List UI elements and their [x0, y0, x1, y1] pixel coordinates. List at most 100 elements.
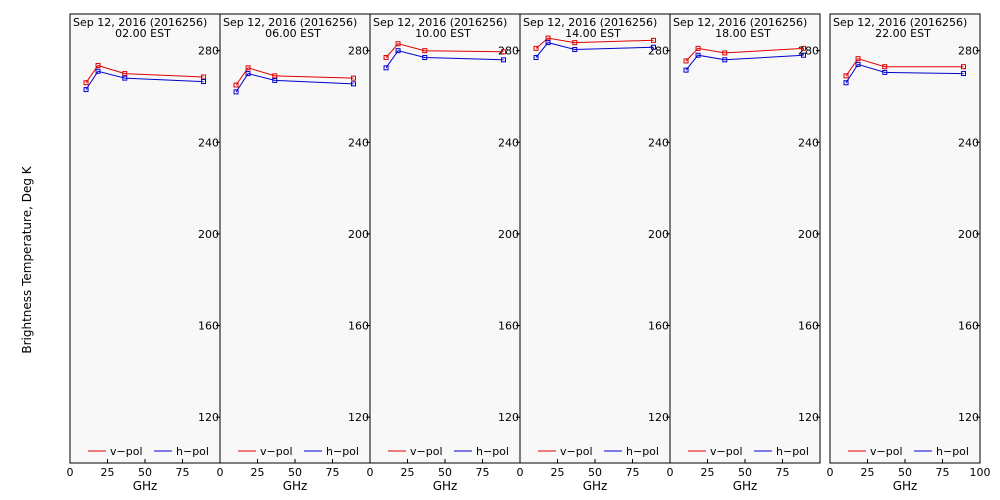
x-tick-label: 75: [626, 466, 640, 479]
plot-area: [219, 13, 371, 464]
y-tick-label: 120: [648, 411, 669, 424]
y-tick-label: 120: [348, 411, 369, 424]
v-pol-point: [272, 73, 278, 79]
legend-h-pol-label: h−pol: [776, 445, 809, 458]
x-tick-label: 0: [367, 466, 374, 479]
panel-subtitle: 14.00 EST: [565, 27, 621, 40]
v-pol-point: [882, 64, 888, 70]
h-pol-point: [233, 89, 239, 95]
x-tick-label: 75: [476, 466, 490, 479]
h-pol-point: [855, 61, 861, 67]
x-tick-label: 75: [326, 466, 340, 479]
x-tick-label: 75: [776, 466, 790, 479]
x-axis-label: GHz: [893, 479, 918, 493]
v-pol-point: [855, 56, 861, 62]
v-pol-point: [201, 74, 206, 80]
h-pol-point: [83, 87, 89, 93]
y-tick-label: 200: [798, 228, 819, 241]
plot-area: [369, 13, 521, 464]
panel-title: Sep 12, 2016 (2016256): [223, 16, 357, 29]
h-pol-point: [95, 68, 101, 74]
h-pol-line: [235, 73, 354, 93]
x-axis-label: GHz: [583, 479, 608, 493]
x-tick-label: 25: [401, 466, 415, 479]
panel-6: Sep 12, 2016 (2016256)22.00 EST 120 160 200…: [827, 13, 991, 493]
panel-title: Sep 12, 2016 (2016256): [523, 16, 657, 29]
plot-area: [69, 13, 221, 464]
y-tick-label: 160: [198, 320, 219, 333]
panel-title: Sep 12, 2016 (2016256): [373, 16, 507, 29]
h-pol-point: [422, 55, 428, 61]
v-pol-line: [845, 58, 964, 77]
v-pol-point: [572, 40, 578, 46]
x-tick-label: 50: [438, 466, 452, 479]
v-pol-point: [533, 45, 539, 51]
x-tick-label: 50: [738, 466, 752, 479]
v-pol-point: [695, 45, 701, 51]
y-tick-label: 240: [648, 136, 669, 149]
y-tick-label: 160: [958, 320, 979, 333]
h-pol-point: [843, 80, 849, 86]
v-pol-point: [501, 49, 506, 55]
h-pol-point: [882, 69, 888, 75]
panel-title: Sep 12, 2016 (2016256): [833, 16, 967, 29]
panel-4: Sep 12, 2016 (2016256)14.00 EST 120 160 200…: [517, 13, 671, 493]
panel-subtitle: 06.00 EST: [265, 27, 321, 40]
panel-title: Sep 12, 2016 (2016256): [673, 16, 807, 29]
y-tick-label: 120: [798, 411, 819, 424]
y-tick-label: 160: [498, 320, 519, 333]
legend-h-pol-label: h−pol: [326, 445, 359, 458]
h-pol-point: [545, 40, 551, 46]
v-pol-point: [95, 63, 101, 69]
y-tick-label: 280: [348, 45, 369, 58]
x-tick-label: 100: [970, 466, 991, 479]
v-pol-point: [395, 41, 401, 47]
x-tick-label: 25: [551, 466, 565, 479]
x-tick-label: 0: [827, 466, 834, 479]
x-axis-label: GHz: [433, 479, 458, 493]
h-pol-point: [201, 79, 206, 85]
h-pol-point: [961, 71, 966, 77]
x-axis-label: GHz: [133, 479, 158, 493]
h-pol-point: [122, 75, 128, 81]
y-tick-label: 160: [648, 320, 669, 333]
y-tick-label: 240: [798, 136, 819, 149]
y-tick-label: 280: [498, 45, 519, 58]
legend-v-pol-label: v−pol: [260, 445, 293, 458]
y-tick-label: 280: [958, 45, 979, 58]
legend-h-pol-label: h−pol: [936, 445, 969, 458]
y-tick-label: 120: [198, 411, 219, 424]
v-pol-line: [535, 37, 654, 49]
h-pol-point: [722, 57, 728, 63]
legend-v-pol-label: v−pol: [410, 445, 443, 458]
y-axis-label: Brightness Temperature, Deg K: [20, 165, 34, 353]
v-pol-point: [545, 35, 551, 41]
plot-area: [829, 13, 981, 464]
y-tick-label: 160: [348, 320, 369, 333]
legend-h-pol-label: h−pol: [476, 445, 509, 458]
h-pol-point: [695, 52, 701, 58]
panel-5: Sep 12, 2016 (2016256)18.00 EST 120 160 200…: [667, 13, 821, 493]
h-pol-point: [683, 67, 689, 73]
h-pol-line: [685, 54, 804, 71]
y-tick-label: 120: [498, 411, 519, 424]
y-tick-label: 200: [958, 228, 979, 241]
v-pol-line: [685, 47, 804, 62]
y-tick-label: 240: [348, 136, 369, 149]
panel-subtitle: 22.00 EST: [875, 27, 931, 40]
h-pol-point: [351, 81, 356, 87]
y-tick-label: 280: [798, 45, 819, 58]
h-pol-point: [272, 77, 278, 83]
y-tick-label: 280: [648, 45, 669, 58]
y-tick-label: 160: [798, 320, 819, 333]
h-pol-point: [245, 71, 251, 77]
v-pol-point: [422, 48, 428, 54]
x-tick-label: 50: [898, 466, 912, 479]
x-tick-label: 50: [288, 466, 302, 479]
h-pol-line: [535, 42, 654, 58]
v-pol-point: [961, 64, 966, 70]
x-tick-label: 0: [517, 466, 524, 479]
x-tick-label: 75: [936, 466, 950, 479]
h-pol-point: [801, 52, 806, 58]
